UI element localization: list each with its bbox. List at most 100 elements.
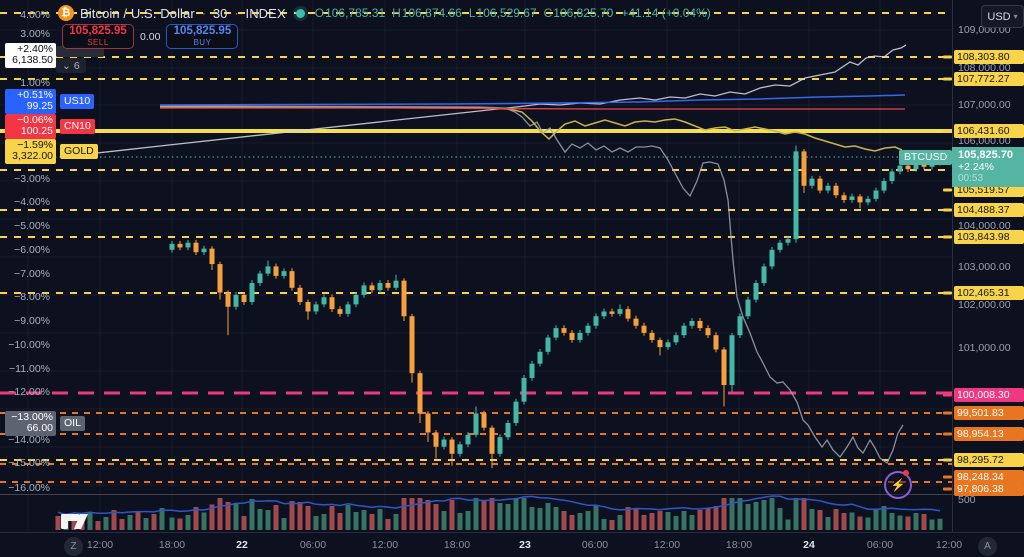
- series-label-spx: +2.40% 6,138.50: [5, 43, 56, 68]
- left-scale-label: −6.00%: [14, 244, 50, 256]
- left-scale-label: −4.00%: [14, 196, 50, 208]
- bar-change-value: +41.14 (+0.04%): [621, 6, 711, 20]
- time-axis-label: 18:00: [725, 539, 753, 551]
- time-axis-day-label: 24: [803, 539, 815, 551]
- notification-dot-icon: [903, 470, 909, 476]
- volume-histogram: [55, 498, 943, 530]
- series-tag-us10[interactable]: US10: [60, 94, 95, 109]
- time-axis-label: 06:00: [299, 539, 327, 551]
- price-scale-label: 108,000.00: [958, 62, 1011, 74]
- compare-series-lines: [69, 44, 907, 464]
- overlay-line-cn10: [160, 107, 905, 110]
- last-price-symbol-tag[interactable]: BTCUSD: [899, 150, 953, 165]
- ohlc-h: H106,874.66: [392, 6, 462, 20]
- price-level-tick: [943, 129, 952, 133]
- left-scale-label: −12.00%: [8, 386, 50, 398]
- last-price-change: +2.24%: [958, 161, 994, 173]
- left-scale-label: −8.00%: [14, 291, 50, 303]
- price-level-tick: [943, 475, 952, 479]
- chart-legend: ₿ Bitcoin / U.S. Dollar · 30 · INDEX O10…: [58, 4, 711, 22]
- price-level-lines: [0, 12, 952, 483]
- price-level-tick: [943, 458, 952, 462]
- legend-separator: ·: [234, 6, 239, 20]
- price-level-tick: [943, 55, 952, 59]
- price-level-tick: [943, 188, 952, 192]
- sell-button[interactable]: 105,825.95 SELL: [62, 24, 134, 49]
- legend-collapse-button[interactable]: ⌄ 6: [56, 58, 86, 73]
- chevron-down-icon: ▾: [1013, 12, 1018, 21]
- left-scale-label: −10.00%: [8, 339, 50, 351]
- price-level-label: 103,843.98: [954, 230, 1024, 244]
- buy-price: 105,825.95: [173, 24, 232, 37]
- series-tag-oil[interactable]: OIL: [60, 416, 85, 431]
- left-scale-label: −14.00%: [8, 434, 50, 446]
- ohlc-l: L106,529.67: [468, 6, 537, 20]
- price-level-tick: [943, 411, 952, 415]
- symbol-title[interactable]: Bitcoin / U.S. Dollar: [80, 5, 195, 21]
- price-level-label: 100,008.30: [954, 388, 1024, 402]
- series-values-spx: +2.40% 6,138.50: [5, 43, 56, 68]
- series-values-gold: −1.59% 3,322.00: [5, 139, 56, 164]
- auto-scale-button[interactable]: A: [978, 537, 997, 556]
- series-tag-gold[interactable]: GOLD: [60, 144, 98, 159]
- left-scale-label: 1.00%: [20, 77, 50, 89]
- price-level-label: 106,431.60: [954, 124, 1024, 138]
- price-level-tick: [943, 235, 952, 239]
- buy-button[interactable]: 105,825.95 BUY: [166, 24, 239, 49]
- left-scale-label: 4.00%: [20, 9, 50, 21]
- last-price-value: 105,825.70: [958, 149, 1014, 161]
- price-scale-label: 104,000.00: [958, 220, 1011, 232]
- time-axis-label: 06:00: [866, 539, 894, 551]
- time-axis-label: 12:00: [371, 539, 399, 551]
- time-axis[interactable]: 12:00 18:00 22 06:00 12:00 18:00 23 06:00 12:00 1…: [0, 532, 1024, 557]
- market-label: INDEX: [245, 5, 286, 21]
- spread-value: 0.00: [140, 30, 161, 43]
- bar-countdown: 00:53: [958, 173, 984, 184]
- hidden-legend-row: [56, 46, 104, 57]
- legend-separator: ·: [201, 6, 206, 20]
- grid-lines: [0, 0, 952, 531]
- price-level-tick: [943, 77, 952, 81]
- interval-label[interactable]: 30: [212, 5, 228, 21]
- price-level-tick: [943, 393, 952, 397]
- price-level-label: 98,295.72: [954, 453, 1024, 467]
- price-scale-label: 103,000.00: [958, 261, 1011, 273]
- collapsed-count: 6: [73, 59, 80, 72]
- time-axis-day-label: 23: [519, 539, 531, 551]
- overlay-line-us10: [159, 94, 906, 106]
- price-level-tick: [943, 291, 952, 295]
- pane-separator[interactable]: [0, 494, 1024, 495]
- market-status-icon[interactable]: [295, 8, 305, 18]
- time-axis-label: 12:00: [653, 539, 681, 551]
- price-level-label: 108,303.80: [954, 50, 1024, 64]
- currency-label: USD: [987, 10, 1011, 23]
- series-tag-cn10[interactable]: CN10: [60, 119, 95, 134]
- bitcoin-icon: ₿: [58, 5, 74, 21]
- flash-news-button[interactable]: ⚡: [884, 471, 912, 499]
- ohlc-c: C106,825.70: [543, 6, 614, 20]
- ohlc-o: O106,785.31: [314, 6, 386, 20]
- price-level-label: 98,248.34: [954, 470, 1024, 484]
- price-axis-border: [952, 0, 953, 532]
- currency-dropdown[interactable]: USD ▾: [981, 5, 1024, 28]
- candlesticks: [169, 145, 943, 469]
- left-scale-label: −15.00%: [8, 457, 50, 469]
- series-values-oil: −13.00% 66.00: [5, 411, 56, 436]
- lightning-icon: ⚡: [890, 478, 906, 492]
- trade-panel: 105,825.95 SELL 0.00 105,825.95 BUY: [62, 24, 239, 49]
- left-scale-label: −9.00%: [14, 315, 50, 327]
- last-price-label: 105,825.70 +2.24% 00:53: [952, 147, 1024, 187]
- overlay-line-oil: [159, 105, 904, 464]
- sell-label: SELL: [87, 38, 109, 48]
- price-level-label: 98,954.13: [954, 427, 1024, 441]
- series-values-cn10: −0.06% 100.25: [5, 114, 56, 139]
- price-level-tick: [943, 432, 952, 436]
- left-scale-label: −11.00%: [9, 363, 50, 375]
- timezone-button[interactable]: Z: [64, 537, 83, 556]
- time-axis-label: 06:00: [581, 539, 609, 551]
- tradingview-logo: [61, 514, 88, 529]
- price-level-label: 97,806.38: [954, 482, 1024, 496]
- left-scale-label: 3.00%: [20, 28, 50, 40]
- volume-ma-line: [57, 495, 941, 516]
